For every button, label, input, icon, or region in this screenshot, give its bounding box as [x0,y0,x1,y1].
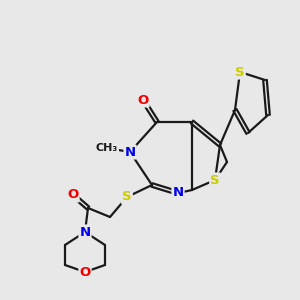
Text: S: S [122,190,132,203]
Text: CH₃: CH₃ [96,143,118,153]
Text: S: S [210,173,220,187]
Text: N: N [80,226,91,238]
Text: S: S [235,65,245,79]
Text: O: O [137,94,148,106]
Text: N: N [172,187,184,200]
Text: O: O [68,188,79,202]
Text: O: O [80,266,91,278]
Text: N: N [124,146,136,158]
